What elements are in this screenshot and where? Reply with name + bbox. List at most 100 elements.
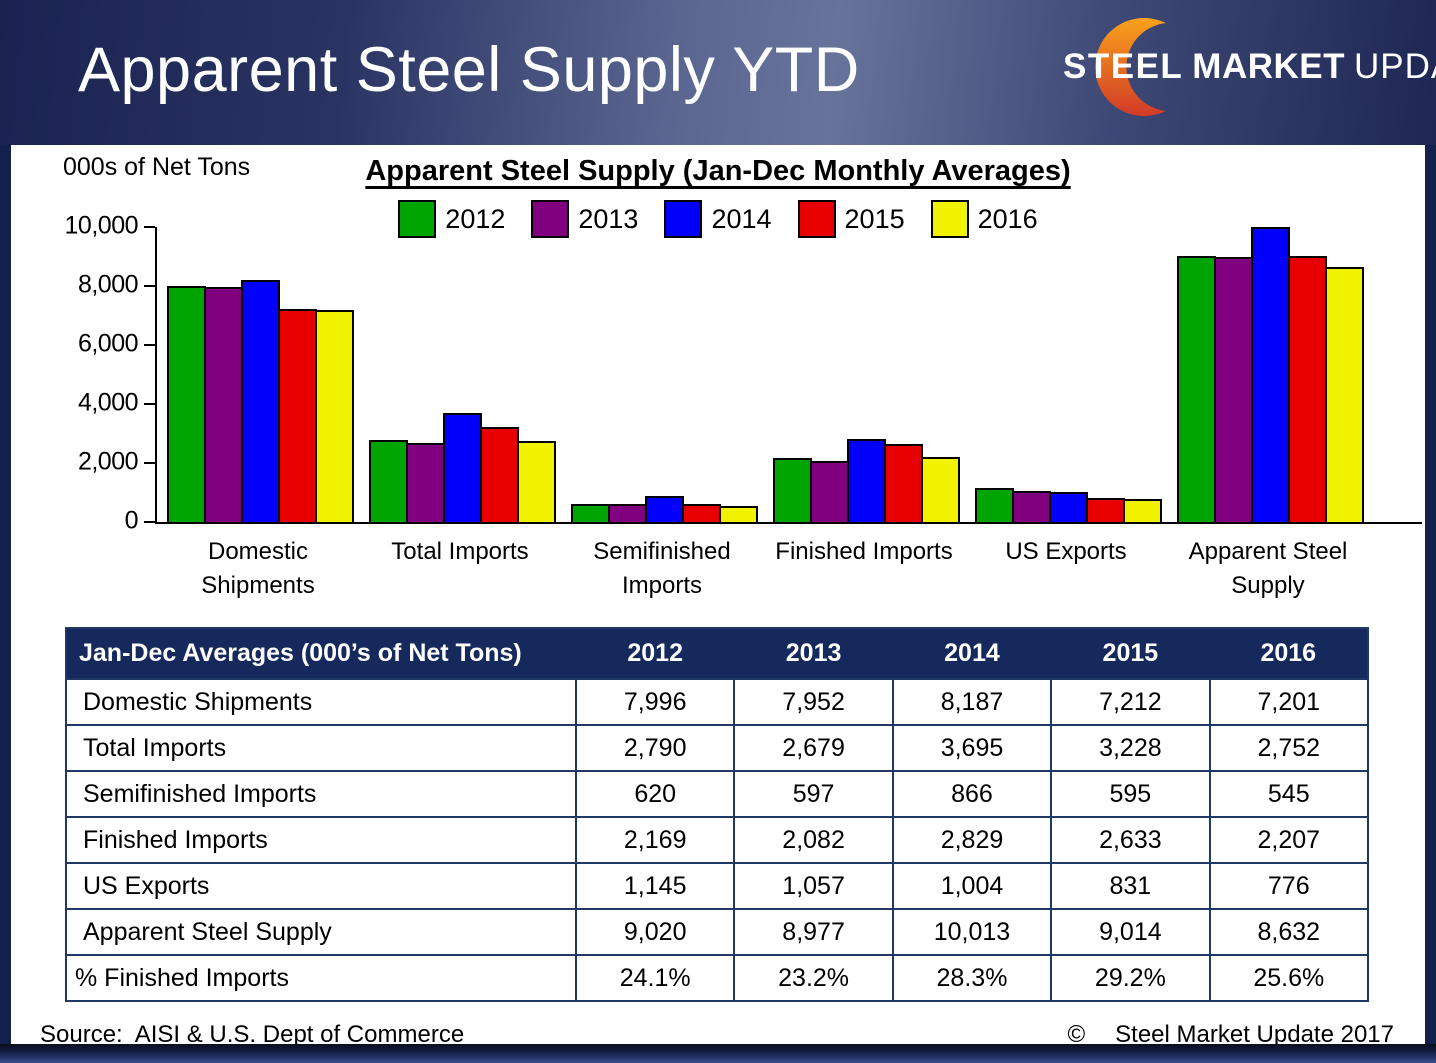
bar-2015-semifinished-imports <box>681 504 721 522</box>
table-row: US Exports 1,145 1,057 1,004 831 776 <box>65 862 1369 910</box>
y-tick-mark <box>144 521 155 523</box>
table-cell: 3,228 <box>1050 724 1211 772</box>
copyright: © Steel Market Update 2017 <box>1067 1021 1394 1049</box>
table-cell: 1,145 <box>574 862 736 910</box>
bar-2012-apparent-steel-supply <box>1176 255 1216 522</box>
table-row: % Finished Imports 24.1% 23.2% 28.3% 29.2% 25… <box>65 954 1369 1002</box>
bar-2014-semifinished-imports <box>644 496 684 522</box>
bar-group-domestic-shipments <box>165 227 355 522</box>
table-cell: 7,201 <box>1208 678 1369 726</box>
table-cell: 620 <box>574 770 736 818</box>
bar-2014-domestic-shipments <box>240 280 280 522</box>
bar-2016-apparent-steel-supply <box>1324 267 1364 522</box>
legend-label-2016: 2016 <box>977 203 1038 234</box>
bar-2013-domestic-shipments <box>203 287 243 522</box>
table-cell: 2,790 <box>574 724 736 772</box>
header-band: Apparent Steel Supply YTD STEEL MARKET UPD… <box>0 0 1436 145</box>
y-axis-labels: 10,000 8,000 6,000 4,000 2,000 0 <box>26 211 139 534</box>
table-cell: 3,695 <box>891 724 1053 772</box>
column-header: 2015 <box>1051 628 1210 679</box>
bar-2012-total-imports <box>368 439 408 522</box>
copyright-text: Steel Market Update 2017 <box>1115 1021 1394 1048</box>
content-panel: 000s of Net Tons Apparent Steel Supply (… <box>11 145 1425 1044</box>
table-cell: 8,632 <box>1208 908 1369 956</box>
bar-2012-domestic-shipments <box>166 286 206 522</box>
bar-2015-us-exports <box>1085 497 1125 522</box>
legend-label-2012: 2012 <box>445 203 506 234</box>
table-cell: 831 <box>1050 862 1211 910</box>
data-table: Jan-Dec Averages (000’s of Net Tons) 2012… <box>65 627 1369 1002</box>
source-note: Source: AISI & U.S. Dept of Commerce <box>40 1021 465 1048</box>
bar-group-finished-imports <box>771 227 961 522</box>
table-cell: 29.2% <box>1050 954 1211 1002</box>
table-row: Finished Imports 2,169 2,082 2,829 2,633 2,20… <box>65 816 1369 864</box>
column-header: Jan-Dec Averages (000’s of Net Tons) <box>66 628 576 679</box>
y-axis-units-label: 000s of Net Tons <box>63 153 251 181</box>
y-tick-mark <box>144 344 155 346</box>
table-cell: 28.3% <box>891 954 1053 1002</box>
table-cell: 25.6% <box>1208 954 1369 1002</box>
bar-group-apparent-steel-supply <box>1175 226 1365 522</box>
legend-swatch-2013 <box>531 200 570 238</box>
table-cell: 7,996 <box>574 678 736 726</box>
legend-swatch-2012 <box>398 200 437 238</box>
bar-2013-apparent-steel-supply <box>1213 257 1253 522</box>
copyright-symbol: © <box>1067 1021 1086 1048</box>
legend-item-2016: 2016 <box>930 200 1038 238</box>
bar-2015-finished-imports <box>883 444 923 522</box>
table-row: Domestic Shipments 7,996 7,952 8,187 7,212 7,… <box>65 678 1369 726</box>
bar-group-semifinished-imports <box>569 227 759 522</box>
bar-2012-semifinished-imports <box>570 503 610 522</box>
legend-label-2015: 2015 <box>844 203 905 234</box>
table-cell: 23.2% <box>733 954 894 1002</box>
bar-2014-finished-imports <box>846 438 886 522</box>
table-cell: 2,679 <box>733 724 894 772</box>
table-cell: 9,014 <box>1050 908 1211 956</box>
bar-2013-finished-imports <box>809 460 849 522</box>
bar-2016-domestic-shipments <box>314 309 354 522</box>
y-tick-mark <box>144 285 155 287</box>
table-cell: 2,082 <box>733 816 894 864</box>
column-header: 2016 <box>1209 628 1368 679</box>
table-cell: 2,207 <box>1208 816 1369 864</box>
table-cell: 1,004 <box>891 862 1053 910</box>
bar-2013-us-exports <box>1011 490 1051 522</box>
y-tick-mark <box>144 226 155 228</box>
row-label: Apparent Steel Supply <box>65 908 577 956</box>
bar-2014-total-imports <box>442 413 482 522</box>
y-tick-label: 0 <box>124 506 139 535</box>
row-label: Semifinished Imports <box>65 770 577 818</box>
table-cell: 866 <box>891 770 1053 818</box>
legend-swatch-2015 <box>797 200 836 238</box>
bars-row <box>157 226 1365 522</box>
table-cell: 1,057 <box>733 862 894 910</box>
logo-word-market: MARKET <box>1192 47 1346 86</box>
table-cell: 2,829 <box>891 816 1053 864</box>
legend-item-2014: 2014 <box>664 200 772 238</box>
column-header: 2013 <box>734 628 893 679</box>
bar-2014-apparent-steel-supply <box>1250 226 1290 522</box>
table-cell: 597 <box>733 770 894 818</box>
bottom-strip <box>0 1044 1436 1063</box>
table-cell: 9,020 <box>574 908 736 956</box>
bar-2013-semifinished-imports <box>607 504 647 522</box>
bar-2012-us-exports <box>974 488 1014 522</box>
table-row: Total Imports 2,790 2,679 3,695 3,228 2,752 <box>65 724 1369 772</box>
bar-2014-us-exports <box>1048 492 1088 522</box>
logo-word-update: UPDATE <box>1354 47 1436 86</box>
bar-2015-apparent-steel-supply <box>1287 256 1327 522</box>
x-label-total-imports: Total Imports <box>391 538 529 565</box>
table-cell: 7,952 <box>733 678 894 726</box>
y-tick-label: 4,000 <box>77 388 139 417</box>
table-cell: 595 <box>1050 770 1211 818</box>
logo-text: STEELMARKETUPDATE <box>1063 47 1436 87</box>
logo-crescent-icon <box>1095 17 1194 117</box>
legend-swatch-2014 <box>664 200 703 238</box>
table-body: Domestic Shipments 7,996 7,952 8,187 7,212 7,… <box>65 678 1369 1002</box>
bar-2016-semifinished-imports <box>718 505 758 522</box>
column-header: 2014 <box>892 628 1052 679</box>
row-label: Finished Imports <box>65 816 577 864</box>
table-row: Apparent Steel Supply 9,020 8,977 10,013 9,0… <box>65 908 1369 956</box>
legend-label-2014: 2014 <box>711 203 772 234</box>
